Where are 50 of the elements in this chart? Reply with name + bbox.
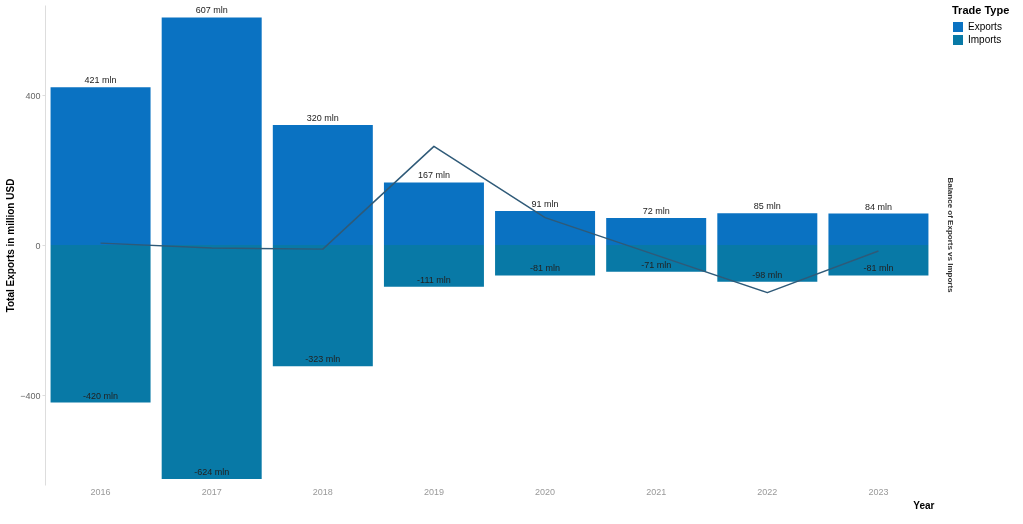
bar	[272, 245, 373, 367]
bar	[717, 213, 818, 245]
data-label: -71 mln	[641, 259, 672, 270]
x-tick-label: 2020	[535, 486, 556, 497]
data-label: -81 mln	[530, 263, 561, 274]
x-tick-label: 2023	[868, 486, 889, 497]
data-label: 72 mln	[642, 206, 670, 216]
bar	[495, 245, 596, 276]
y-tick-label: 0	[35, 240, 41, 251]
x-axis-title: Year	[913, 499, 935, 511]
bar	[50, 87, 151, 245]
data-label: -624 mln	[194, 467, 230, 477]
bar	[272, 125, 373, 245]
data-label: 320 mln	[306, 113, 339, 123]
data-label: 91 mln	[531, 198, 559, 209]
data-label: -323 mln	[305, 354, 341, 365]
bar	[161, 17, 262, 245]
y2-axis-title: Balance of Exports vs Imports	[946, 177, 955, 294]
x-tick-label: 2016	[90, 486, 111, 497]
x-tick-label: 2021	[646, 486, 667, 497]
y-axis-title: Total Exports in million USD	[5, 178, 17, 313]
data-label: -111 mln	[417, 274, 451, 285]
data-label: 607 mln	[195, 5, 228, 16]
bar	[606, 245, 707, 272]
data-label: 167 mln	[417, 170, 450, 181]
x-tick-label: 2022	[757, 486, 778, 497]
legend-label: Imports	[968, 34, 1002, 45]
bar	[383, 182, 484, 245]
bar	[50, 245, 151, 403]
bar	[828, 213, 929, 245]
data-label: 85 mln	[753, 201, 781, 212]
bar	[606, 218, 707, 245]
bar	[161, 245, 262, 479]
legend-label: Exports	[968, 21, 1002, 32]
data-label: 421 mln	[84, 75, 117, 86]
y-tick-label: −400	[20, 390, 41, 401]
bar	[495, 210, 596, 245]
x-tick-label: 2018	[312, 486, 333, 497]
data-label: -420 mln	[83, 390, 119, 401]
legend-title: Trade Type	[952, 4, 1010, 16]
x-tick-label: 2017	[201, 486, 222, 497]
bar	[717, 245, 818, 282]
data-label: -98 mln	[752, 269, 783, 280]
line-series	[99, 145, 880, 294]
x-tick-label: 2019	[423, 486, 444, 497]
y-tick-label: 400	[25, 90, 41, 101]
data-label: -81 mln	[863, 263, 894, 274]
bar	[383, 245, 484, 287]
bar	[828, 245, 929, 276]
data-label: 84 mln	[864, 201, 892, 212]
